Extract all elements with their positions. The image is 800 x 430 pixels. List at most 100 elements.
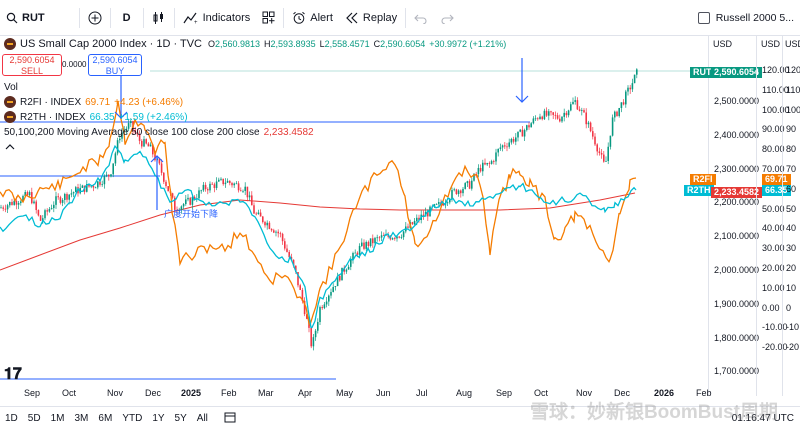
candle-body: [556, 115, 559, 119]
candle-body: [53, 204, 55, 209]
axis-label: 20: [786, 263, 797, 273]
candle-body: [589, 122, 592, 132]
candle-body: [314, 330, 317, 338]
candle-body: [468, 181, 471, 189]
clock[interactable]: 01:16:47 UTC: [731, 413, 794, 424]
candle-body: [251, 195, 253, 206]
candle-body: [4, 208, 7, 210]
candle-body: [200, 190, 202, 192]
buy-button[interactable]: 2,590.6054 BUY: [88, 54, 142, 76]
replay-button[interactable]: Replay: [339, 0, 403, 36]
ohlc-high: H2,593.8935: [264, 39, 316, 49]
range-button-all[interactable]: All: [196, 413, 208, 424]
candle-body: [462, 188, 464, 194]
r2fi-name: R2FI · INDEX: [20, 96, 82, 108]
undo-button[interactable]: [408, 0, 434, 36]
candle-body: [174, 197, 176, 210]
candle-body: [413, 221, 416, 225]
candle-body: [512, 138, 515, 142]
r2fi-legend[interactable]: R2FI · INDEX 69.71 +4.23 (+6.46%): [4, 96, 183, 108]
r2fi-value-tag: 69.71: [762, 174, 791, 185]
candle-body: [631, 83, 634, 90]
indicators-icon: +: [183, 11, 199, 25]
candle-body: [110, 174, 112, 177]
candle-body: [55, 196, 57, 205]
candle-body: [99, 181, 101, 185]
range-button-5y[interactable]: 5Y: [174, 413, 187, 424]
candle-body: [101, 184, 103, 186]
sell-button[interactable]: 2,590.6054 SELL: [2, 54, 62, 76]
r2fi-change: +4.23 (+6.46%): [114, 96, 184, 108]
add-symbol-button[interactable]: [82, 0, 108, 36]
redo-button[interactable]: [434, 0, 460, 36]
axis-label: -20.00: [762, 342, 788, 353]
indicators-button[interactable]: + Indicators: [177, 0, 257, 36]
candle-body: [398, 236, 400, 238]
candle-body: [233, 183, 235, 186]
r2th-line: [0, 144, 637, 329]
time-label: Sep: [496, 388, 513, 398]
r2fi-axis[interactable]: USD 120.00110.00100.0090.0080.0070.0060.…: [756, 36, 790, 396]
candle-body: [620, 102, 623, 108]
axis-label: 2,400.0000: [714, 129, 760, 140]
candle-body: [427, 212, 429, 217]
candle-body: [457, 190, 460, 195]
candle-body: [605, 160, 607, 162]
range-button-1m[interactable]: 1M: [50, 413, 65, 424]
candle-body: [226, 180, 229, 183]
h-label: H: [264, 39, 271, 49]
candle-body: [332, 287, 334, 292]
alarm-clock-icon: [292, 11, 306, 25]
time-axis[interactable]: Sep Oct Nov Dec 2025 Feb Mar Apr May Jun Jul Aug Sep…: [0, 384, 712, 400]
interval-button[interactable]: D: [122, 11, 131, 24]
axis-label: 50: [786, 203, 797, 214]
candle-body: [347, 266, 350, 270]
range-button-1y[interactable]: 1Y: [152, 413, 165, 424]
candle-body: [618, 107, 620, 117]
candle-body: [64, 194, 66, 200]
date-range-icon[interactable]: [219, 411, 241, 426]
svg-text:+: +: [194, 20, 198, 25]
time-label: Feb: [696, 388, 712, 398]
volume-legend[interactable]: Vol: [4, 82, 18, 93]
layouts-button[interactable]: [256, 0, 281, 36]
range-button-ytd[interactable]: YTD: [122, 413, 143, 424]
alert-button[interactable]: Alert: [286, 0, 339, 36]
candle-body: [627, 87, 629, 92]
candle-body: [242, 190, 244, 192]
r2th-legend[interactable]: R2TH · INDEX 66.35 +1.59 (+2.46%): [4, 111, 188, 123]
redo-icon: [440, 12, 454, 24]
tradingview-logo-icon[interactable]: 𝟏𝟕: [4, 366, 22, 383]
candle-body: [240, 190, 242, 192]
axis-label: 80.00: [762, 144, 785, 155]
candle-body: [235, 183, 238, 185]
range-button-1d[interactable]: 1D: [5, 413, 18, 424]
annotation-text[interactable]: 广度开始下降: [164, 209, 219, 219]
axis-label: 110.00: [762, 84, 789, 95]
chart-type-button[interactable]: [146, 0, 172, 36]
candle-body: [231, 183, 233, 186]
axis-label: 70: [786, 164, 797, 174]
candle-body: [570, 104, 572, 111]
ma-text: 50,100,200 Moving Average 50 close 100 c…: [4, 127, 260, 138]
r2th-axis-unit: USD: [785, 39, 800, 49]
candle-body: [356, 252, 359, 255]
main-series-legend[interactable]: US Small Cap 2000 Index · 1D · TVC O2,56…: [4, 38, 506, 50]
ohlc-close: C2,590.6054: [374, 39, 426, 49]
collapse-legend-button[interactable]: [4, 142, 16, 154]
buy-label: BUY: [105, 66, 125, 76]
range-button-5d[interactable]: 5D: [27, 413, 41, 424]
ma-legend[interactable]: 50,100,200 Moving Average 50 close 100 c…: [4, 127, 314, 138]
candle-body: [149, 144, 152, 147]
range-button-6m[interactable]: 6M: [98, 413, 113, 424]
range-button-3m[interactable]: 3M: [74, 413, 89, 424]
symbol-search[interactable]: RUT: [0, 0, 51, 36]
candle-body: [215, 181, 218, 188]
divider: [142, 7, 144, 28]
price-axis[interactable]: USD 2,500.0000 2,400.0000 2,300.0000 2,200.…: [708, 36, 760, 396]
axis-label: 90: [786, 124, 797, 135]
compare-toggle[interactable]: Russell 2000 5...: [692, 0, 800, 36]
candle-body: [499, 147, 502, 149]
